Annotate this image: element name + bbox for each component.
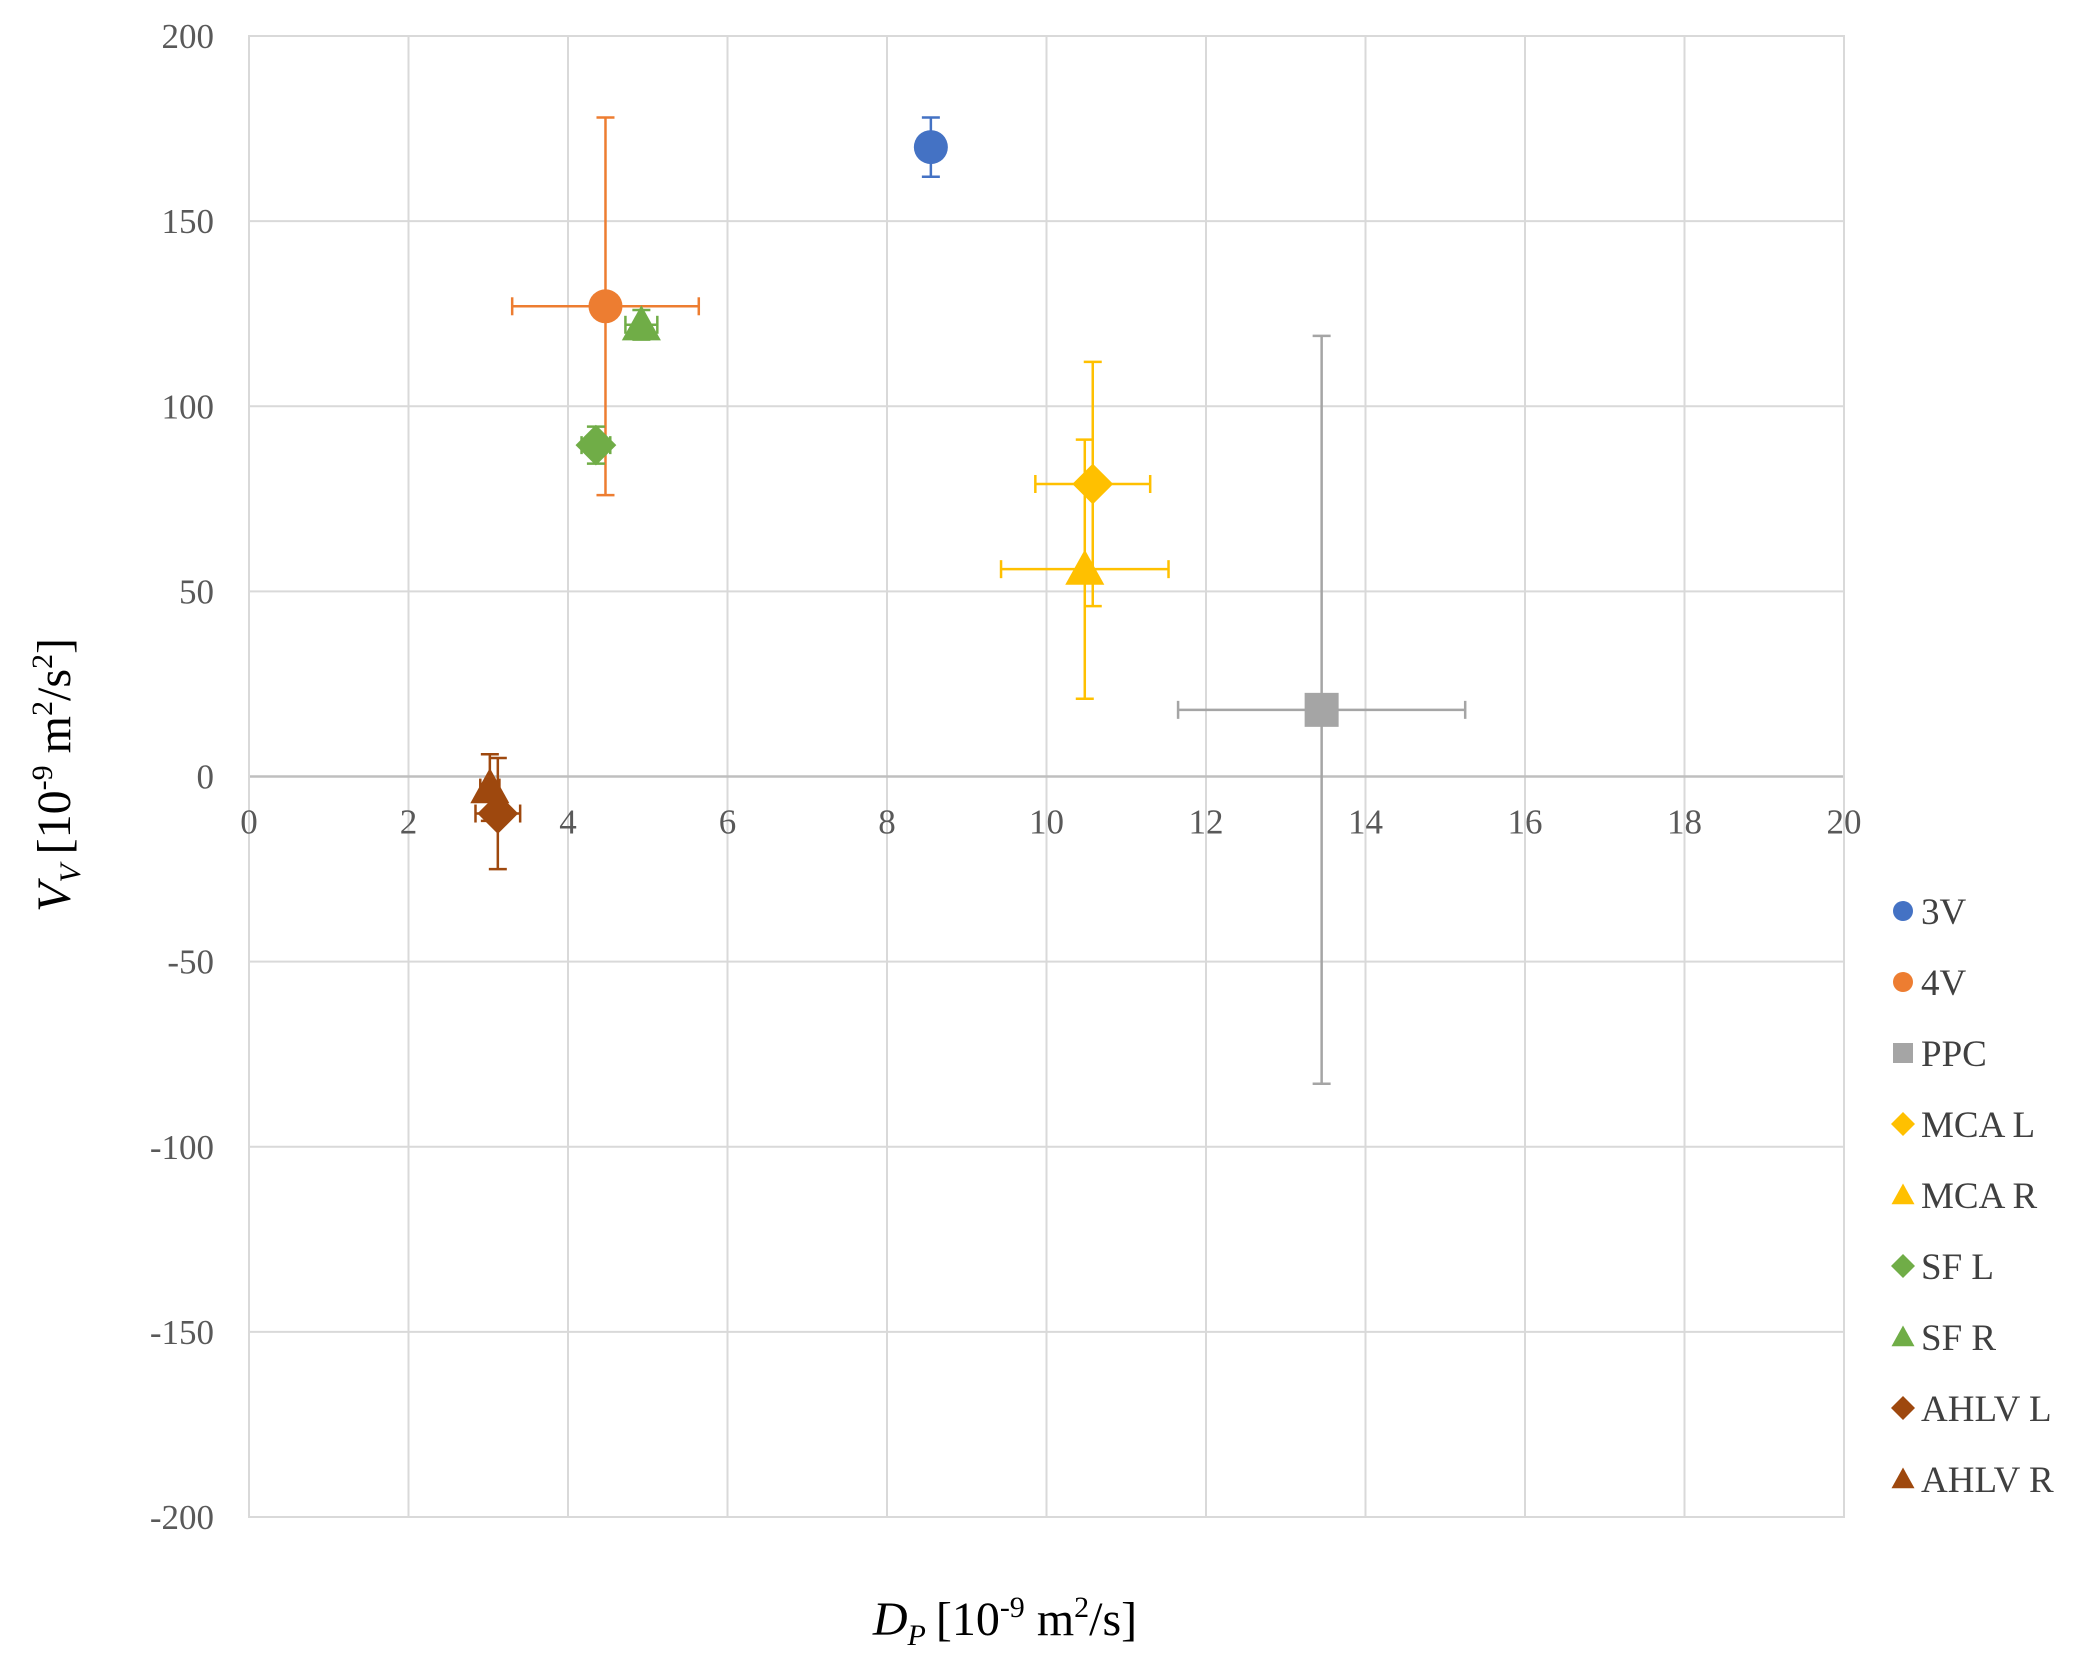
x-tick-label: 16 [1508, 803, 1543, 842]
legend-label-ppc: PPC [1921, 1034, 1987, 1075]
legend: 3V 4V PPC MCA L MCA R SF L SF R AHLV L AHLV R [1891, 892, 2054, 1501]
x-tick-label: 18 [1667, 803, 1702, 842]
legend-label-ahlv-r: AHLV R [1921, 1460, 2054, 1501]
y-tick-label: 0 [197, 758, 215, 797]
x-tick-label: 8 [878, 803, 896, 842]
point-3v [913, 130, 948, 165]
legend-marker-mca-r [1891, 1183, 1915, 1205]
y-tick-label: -50 [167, 943, 214, 982]
x-tick-labels: 0 2 4 6 8 10 12 14 16 18 20 [240, 803, 1861, 842]
y-tick-label: -100 [150, 1128, 214, 1167]
legend-marker-3v [1893, 901, 1913, 921]
point-ahlv-r [470, 768, 510, 804]
y-tick-label: -150 [150, 1313, 214, 1352]
legend-marker-mca-l [1891, 1112, 1915, 1136]
x-tick-label: 2 [400, 803, 418, 842]
y-tick-label: -200 [150, 1498, 214, 1537]
x-tick-label: 20 [1827, 803, 1862, 842]
legend-label-ahlv-l: AHLV L [1921, 1389, 2052, 1430]
legend-marker-sf-r [1891, 1325, 1915, 1347]
y-tick-label: 150 [162, 202, 215, 241]
point-4v [588, 289, 623, 324]
point-mca-r [1065, 549, 1105, 585]
legend-label-4v: 4V [1921, 963, 1967, 1004]
legend-label-mca-l: MCA L [1921, 1105, 2035, 1146]
x-axis-title: DP [10-9 m2/s] [872, 1591, 1137, 1652]
legend-marker-4v [1893, 972, 1913, 992]
legend-marker-ahlv-l [1891, 1396, 1915, 1420]
x-tick-label: 0 [240, 803, 258, 842]
legend-marker-sf-l [1891, 1254, 1915, 1278]
point-sf-r [621, 305, 661, 341]
x-tick-label: 4 [559, 803, 577, 842]
y-tick-label: 200 [162, 17, 215, 56]
plot-area-border [248, 35, 1845, 1518]
x-tick-label: 10 [1029, 803, 1064, 842]
point-ahlv-l [477, 793, 519, 834]
error-bars [474, 116, 1467, 1086]
legend-label-3v: 3V [1921, 892, 1967, 933]
point-ppc [1304, 692, 1339, 727]
y-tick-labels: 200 150 100 50 0 -50 -100 -150 -200 [150, 17, 214, 1537]
legend-label-sf-l: SF L [1921, 1247, 1994, 1288]
legend-label-mca-r: MCA R [1921, 1176, 2038, 1217]
legend-marker-ppc [1893, 1043, 1913, 1063]
legend-label-sf-r: SF R [1921, 1318, 1996, 1359]
y-tick-label: 50 [179, 572, 214, 611]
x-tick-label: 6 [719, 803, 737, 842]
y-tick-label: 100 [162, 387, 215, 426]
point-sf-l [575, 424, 617, 466]
legend-marker-ahlv-r [1891, 1467, 1915, 1489]
point-mca-l [1072, 463, 1114, 505]
data-points [470, 130, 1339, 834]
x-tick-label: 12 [1189, 803, 1224, 842]
x-tick-label: 14 [1348, 803, 1383, 842]
plot-border [248, 35, 1845, 1518]
y-axis-title: VV[10-9 m2/s2] [26, 638, 87, 912]
